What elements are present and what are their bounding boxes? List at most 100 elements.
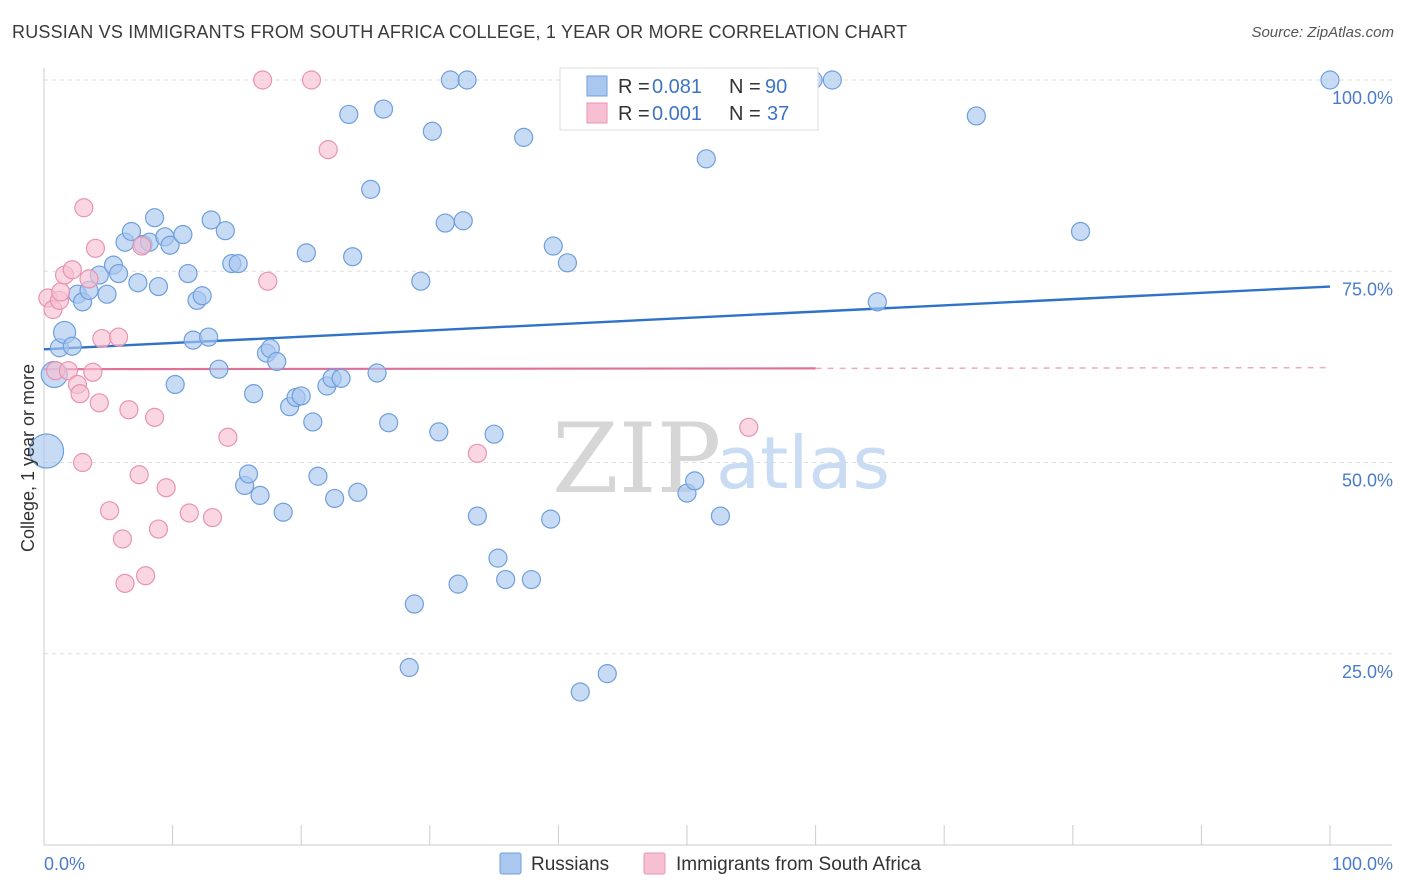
y-tick-labels: 25.0% 50.0% 75.0% 100.0% xyxy=(1332,88,1393,682)
point-russians xyxy=(348,482,368,502)
point-immigrants xyxy=(119,400,139,420)
point-russians xyxy=(867,292,887,312)
legend-n-label-2: N = xyxy=(729,103,761,125)
point-russians xyxy=(422,121,442,141)
legend-swatch-immigrants-bottom xyxy=(643,852,666,875)
point-immigrants xyxy=(72,452,93,473)
chart-title: RUSSIAN VS IMMIGRANTS FROM SOUTH AFRICA … xyxy=(12,22,908,42)
point-russians xyxy=(440,70,460,90)
point-russians xyxy=(296,243,316,263)
y-axis-label: College, 1 year or more xyxy=(18,364,38,552)
point-russians xyxy=(201,210,221,230)
point-russians xyxy=(457,70,477,90)
point-immigrants xyxy=(99,501,120,521)
point-russians xyxy=(467,506,487,526)
point-immigrants xyxy=(108,327,129,347)
point-immigrants xyxy=(253,70,273,90)
point-russians xyxy=(570,682,590,702)
point-immigrants xyxy=(79,269,99,289)
point-russians xyxy=(62,336,82,356)
point-russians xyxy=(411,271,431,291)
point-russians xyxy=(108,263,129,284)
point-russians xyxy=(429,422,449,442)
point-russians xyxy=(343,247,363,267)
point-russians xyxy=(484,424,504,444)
point-russians xyxy=(303,412,323,432)
point-russians xyxy=(183,330,203,350)
point-russians xyxy=(557,253,578,273)
legend-swatch-immigrants xyxy=(586,102,608,124)
trend-line-immigrants-extension xyxy=(815,366,1331,370)
point-russians xyxy=(521,569,541,590)
point-russians xyxy=(267,351,287,372)
point-russians xyxy=(273,502,293,522)
point-russians xyxy=(144,208,165,228)
chart-source: Source: ZipAtlas.com xyxy=(1251,24,1394,41)
point-russians xyxy=(238,464,259,484)
point-immigrants xyxy=(218,427,238,447)
x-tick-label-min: 0.0% xyxy=(44,854,85,874)
point-russians xyxy=(514,127,534,147)
point-immigrants xyxy=(89,393,109,413)
point-russians xyxy=(192,286,212,306)
point-russians xyxy=(250,485,270,505)
x-tick-label-max: 100.0% xyxy=(1332,854,1393,874)
point-russians xyxy=(1320,70,1340,90)
point-russians xyxy=(28,433,65,469)
point-immigrants xyxy=(156,478,176,498)
point-immigrants xyxy=(301,70,322,90)
point-russians xyxy=(685,471,705,491)
point-russians xyxy=(373,99,394,119)
y-tick-label-50: 50.0% xyxy=(1342,471,1393,491)
point-russians xyxy=(244,384,264,404)
watermark: ZIP atlas xyxy=(552,403,890,515)
legend-n-value-1: 90 xyxy=(765,76,787,98)
grid-lines xyxy=(44,79,1392,655)
trend-line-russians xyxy=(43,285,1331,351)
point-immigrants xyxy=(129,465,149,485)
point-immigrants xyxy=(83,362,103,382)
legend-label-immigrants: Immigrants from South Africa xyxy=(676,854,921,875)
point-immigrants xyxy=(58,361,79,381)
point-russians xyxy=(215,221,235,241)
point-russians xyxy=(399,657,419,678)
point-russians xyxy=(331,368,351,388)
point-immigrants xyxy=(51,282,71,302)
legend-swatch-russians-bottom xyxy=(499,852,522,875)
point-russians xyxy=(361,179,381,199)
point-russians xyxy=(453,211,473,231)
point-immigrants xyxy=(115,573,135,593)
point-immigrants xyxy=(318,140,338,160)
point-russians xyxy=(367,363,387,383)
point-immigrants xyxy=(74,198,94,218)
point-russians xyxy=(696,149,716,169)
point-immigrants xyxy=(62,260,82,280)
point-immigrants xyxy=(70,384,90,404)
point-russians xyxy=(435,213,455,233)
point-immigrants xyxy=(135,566,156,586)
point-immigrants xyxy=(132,236,152,256)
point-russians xyxy=(822,70,842,90)
point-immigrants xyxy=(179,503,199,523)
point-russians xyxy=(173,224,193,245)
data-points xyxy=(28,70,1340,702)
point-russians xyxy=(325,488,345,509)
point-immigrants xyxy=(202,507,223,528)
legend-r-value-1: 0.081 xyxy=(652,76,702,98)
point-russians xyxy=(404,594,424,614)
point-russians xyxy=(496,569,516,590)
legend-label-russians: Russians xyxy=(531,854,609,875)
point-immigrants xyxy=(739,417,759,437)
point-immigrants xyxy=(85,238,106,258)
point-immigrants xyxy=(112,529,133,549)
legend-r-label-2: R = xyxy=(618,103,650,125)
point-immigrants xyxy=(148,519,169,539)
point-russians xyxy=(97,284,117,304)
point-russians xyxy=(128,273,148,293)
trend-lines xyxy=(43,285,1331,371)
point-russians xyxy=(379,413,399,433)
point-russians xyxy=(543,236,563,256)
point-russians xyxy=(339,104,359,125)
point-immigrants xyxy=(144,407,165,427)
